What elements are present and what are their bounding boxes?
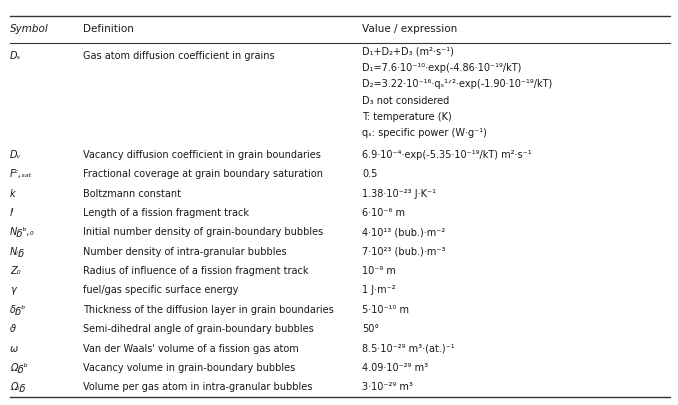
Text: 1.38·10⁻²³ J·K⁻¹: 1.38·10⁻²³ J·K⁻¹ <box>362 189 436 198</box>
Text: D₃ not considered: D₃ not considered <box>362 96 450 106</box>
Text: Number density of intra-granular bubbles: Number density of intra-granular bubbles <box>83 247 287 257</box>
Text: 6.9·10⁻⁴·exp(-5.35·10⁻¹⁹/kT) m²·s⁻¹: 6.9·10⁻⁴·exp(-5.35·10⁻¹⁹/kT) m²·s⁻¹ <box>362 150 532 160</box>
Text: Dᵥ: Dᵥ <box>10 150 22 160</box>
Text: Van der Waals' volume of a fission gas atom: Van der Waals' volume of a fission gas a… <box>83 343 299 354</box>
Text: Value / expression: Value / expression <box>362 24 458 34</box>
Text: Volume per gas atom in intra-granular bubbles: Volume per gas atom in intra-granular bu… <box>83 382 313 392</box>
Text: δᵷᵇ: δᵷᵇ <box>10 305 26 315</box>
Text: Nᵷᵇ,₀: Nᵷᵇ,₀ <box>10 227 35 237</box>
Text: ϑ: ϑ <box>10 324 16 334</box>
Text: 8.5·10⁻²⁹ m³·(at.)⁻¹: 8.5·10⁻²⁹ m³·(at.)⁻¹ <box>362 343 455 354</box>
Text: T: temperature (K): T: temperature (K) <box>362 112 452 122</box>
Text: D₁+D₂+D₃ (m²·s⁻¹): D₁+D₂+D₃ (m²·s⁻¹) <box>362 47 454 57</box>
Text: Thickness of the diffusion layer in grain boundaries: Thickness of the diffusion layer in grai… <box>83 305 334 315</box>
Text: lⁱ: lⁱ <box>10 208 15 218</box>
Text: 4·10¹³ (bub.)·m⁻²: 4·10¹³ (bub.)·m⁻² <box>362 227 445 237</box>
Text: Symbol: Symbol <box>10 24 49 34</box>
Text: 7·10²³ (bub.)·m⁻³: 7·10²³ (bub.)·m⁻³ <box>362 247 445 257</box>
Text: Ωᵷᵇ: Ωᵷᵇ <box>10 363 28 373</box>
Text: 1 J·m⁻²: 1 J·m⁻² <box>362 286 396 296</box>
Text: Semi-dihedral angle of grain-boundary bubbles: Semi-dihedral angle of grain-boundary bu… <box>83 324 314 334</box>
Text: D₂=3.22·10⁻¹⁶·qₛ¹ᐟ²·exp(-1.90·10⁻¹⁹/kT): D₂=3.22·10⁻¹⁶·qₛ¹ᐟ²·exp(-1.90·10⁻¹⁹/kT) <box>362 79 553 90</box>
Text: Definition: Definition <box>83 24 134 34</box>
Text: Vacancy diffusion coefficient in grain boundaries: Vacancy diffusion coefficient in grain b… <box>83 150 321 160</box>
Text: k: k <box>10 189 16 198</box>
Text: 0.5: 0.5 <box>362 169 378 179</box>
Text: D₁=7.6·10⁻¹⁰·exp(-4.86·10⁻¹⁹/kT): D₁=7.6·10⁻¹⁰·exp(-4.86·10⁻¹⁹/kT) <box>362 63 521 73</box>
Text: fuel/gas specific surface energy: fuel/gas specific surface energy <box>83 286 239 296</box>
Text: 4.09·10⁻²⁹ m³: 4.09·10⁻²⁹ m³ <box>362 363 428 373</box>
Text: γ: γ <box>10 286 16 296</box>
Text: Dₛ: Dₛ <box>10 51 21 61</box>
Text: Initial number density of grain-boundary bubbles: Initial number density of grain-boundary… <box>83 227 323 237</box>
Text: 10⁻⁹ m: 10⁻⁹ m <box>362 266 396 276</box>
Text: qₛ: specific power (W·g⁻¹): qₛ: specific power (W·g⁻¹) <box>362 128 487 138</box>
Text: Fractional coverage at grain boundary saturation: Fractional coverage at grain boundary sa… <box>83 169 323 179</box>
Text: 50°: 50° <box>362 324 380 334</box>
Text: Fᶜ,ₛₐₜ: Fᶜ,ₛₐₜ <box>10 169 33 179</box>
Text: 3·10⁻²⁹ m³: 3·10⁻²⁹ m³ <box>362 382 413 392</box>
Text: Length of a fission fragment track: Length of a fission fragment track <box>83 208 250 218</box>
Text: Z₀: Z₀ <box>10 266 20 276</box>
Text: 5·10⁻¹⁰ m: 5·10⁻¹⁰ m <box>362 305 410 315</box>
Text: Nᵢᵷ: Nᵢᵷ <box>10 247 25 257</box>
Text: Ωᵢᵷ: Ωᵢᵷ <box>10 382 26 392</box>
Text: 6·10⁻⁶ m: 6·10⁻⁶ m <box>362 208 405 218</box>
Text: ω: ω <box>10 343 18 354</box>
Text: Radius of influence of a fission fragment track: Radius of influence of a fission fragmen… <box>83 266 308 276</box>
Text: Gas atom diffusion coefficient in grains: Gas atom diffusion coefficient in grains <box>83 51 275 61</box>
Text: Vacancy volume in grain-boundary bubbles: Vacancy volume in grain-boundary bubbles <box>83 363 296 373</box>
Text: Boltzmann constant: Boltzmann constant <box>83 189 181 198</box>
